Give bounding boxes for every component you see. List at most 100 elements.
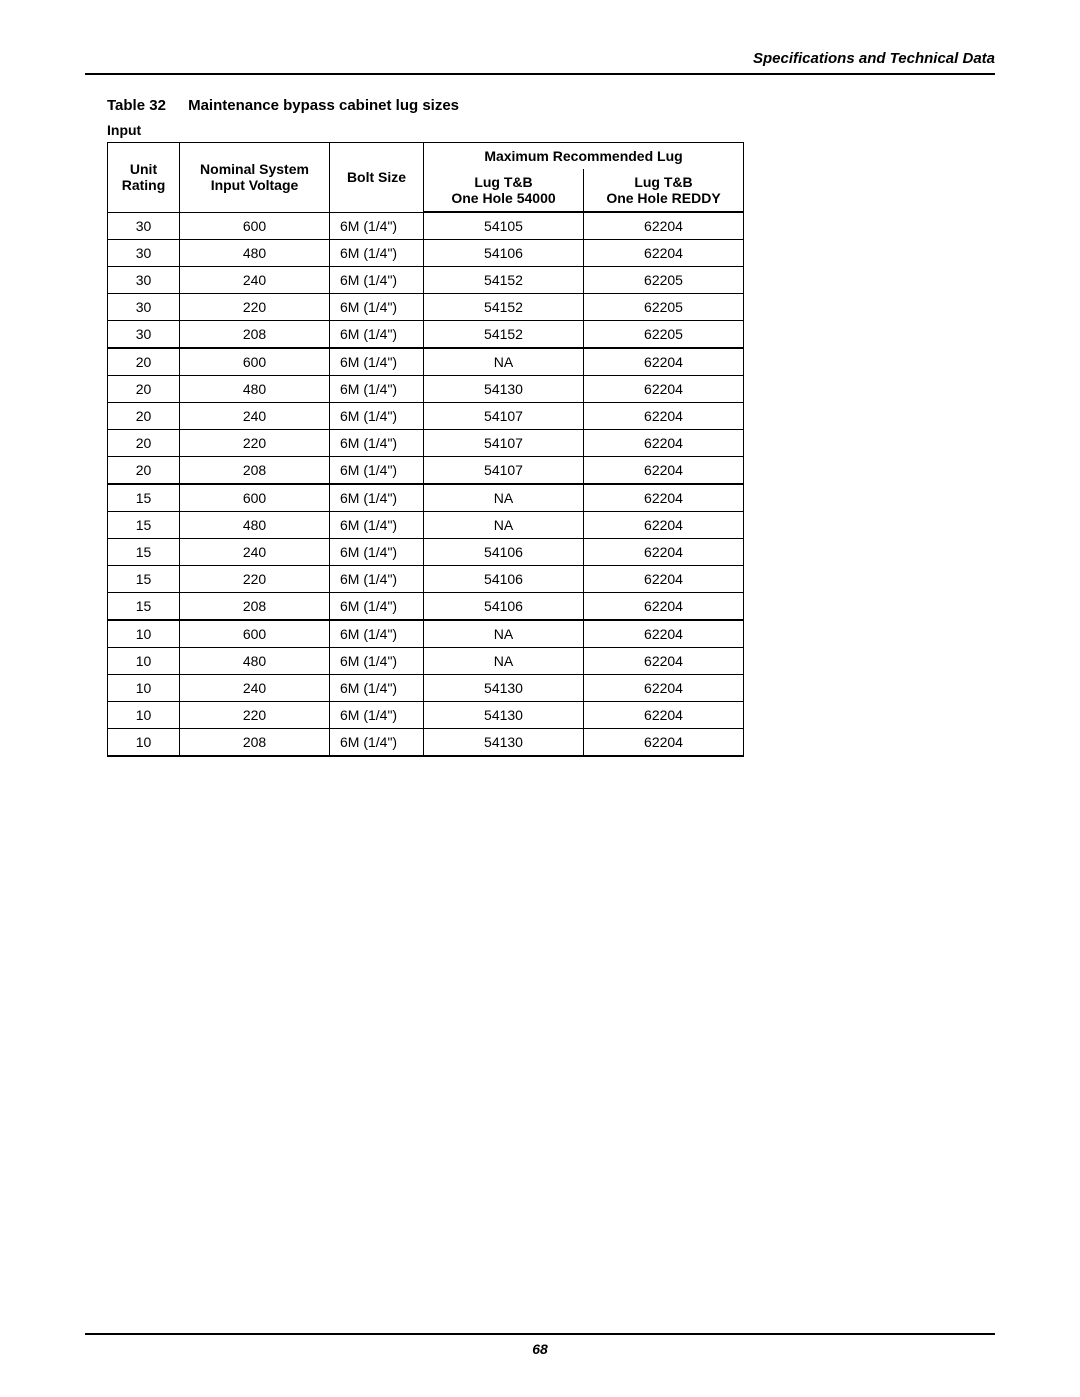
cell-unit-rating: 30 (108, 294, 180, 321)
cell-lug-reddy: 62205 (584, 294, 744, 321)
cell-bolt-size: 6M (1/4") (330, 294, 424, 321)
cell-nominal-voltage: 220 (180, 294, 330, 321)
cell-nominal-voltage: 240 (180, 267, 330, 294)
cell-bolt-size: 6M (1/4") (330, 593, 424, 621)
table-title: Maintenance bypass cabinet lug sizes (188, 97, 459, 114)
table-row: 104806M (1/4")NA62204 (108, 648, 744, 675)
cell-lug-reddy: 62204 (584, 675, 744, 702)
cell-nominal-voltage: 208 (180, 593, 330, 621)
cell-nominal-voltage: 480 (180, 512, 330, 539)
cell-unit-rating: 20 (108, 376, 180, 403)
cell-lug-reddy: 62204 (584, 620, 744, 648)
cell-unit-rating: 30 (108, 267, 180, 294)
cell-bolt-size: 6M (1/4") (330, 321, 424, 349)
cell-unit-rating: 10 (108, 702, 180, 729)
cell-bolt-size: 6M (1/4") (330, 212, 424, 240)
cell-lug-54000: 54152 (424, 321, 584, 349)
cell-nominal-voltage: 220 (180, 566, 330, 593)
table-row: 302406M (1/4")5415262205 (108, 267, 744, 294)
col-label: Unit (130, 161, 157, 177)
cell-nominal-voltage: 240 (180, 675, 330, 702)
cell-lug-54000: 54107 (424, 430, 584, 457)
cell-bolt-size: 6M (1/4") (330, 267, 424, 294)
table-row: 202086M (1/4")5410762204 (108, 457, 744, 485)
cell-lug-54000: 54107 (424, 457, 584, 485)
col-label: Rating (122, 177, 166, 193)
cell-lug-reddy: 62204 (584, 484, 744, 512)
table-row: 152206M (1/4")5410662204 (108, 566, 744, 593)
table-row: 302206M (1/4")5415262205 (108, 294, 744, 321)
cell-bolt-size: 6M (1/4") (330, 702, 424, 729)
cell-nominal-voltage: 600 (180, 348, 330, 376)
cell-lug-reddy: 62205 (584, 321, 744, 349)
cell-unit-rating: 30 (108, 321, 180, 349)
cell-lug-54000: NA (424, 648, 584, 675)
cell-lug-54000: 54106 (424, 539, 584, 566)
col-unit-rating: Unit Rating (108, 143, 180, 213)
cell-lug-reddy: 62204 (584, 593, 744, 621)
cell-lug-54000: 54105 (424, 212, 584, 240)
cell-bolt-size: 6M (1/4") (330, 484, 424, 512)
col-label: Bolt Size (347, 169, 406, 185)
cell-lug-54000: NA (424, 484, 584, 512)
lug-sizes-table: Unit Rating Nominal System Input Voltage… (107, 142, 744, 757)
cell-bolt-size: 6M (1/4") (330, 457, 424, 485)
cell-lug-54000: 54106 (424, 593, 584, 621)
col-label: One Hole 54000 (451, 190, 555, 206)
cell-unit-rating: 20 (108, 348, 180, 376)
cell-lug-reddy: 62204 (584, 457, 744, 485)
cell-nominal-voltage: 208 (180, 457, 330, 485)
table-row: 306006M (1/4")5410562204 (108, 212, 744, 240)
cell-unit-rating: 10 (108, 648, 180, 675)
cell-bolt-size: 6M (1/4") (330, 430, 424, 457)
cell-unit-rating: 15 (108, 484, 180, 512)
cell-lug-reddy: 62204 (584, 348, 744, 376)
cell-unit-rating: 20 (108, 457, 180, 485)
col-label: Input Voltage (211, 177, 299, 193)
table-row: 154806M (1/4")NA62204 (108, 512, 744, 539)
cell-lug-reddy: 62204 (584, 212, 744, 240)
cell-unit-rating: 15 (108, 593, 180, 621)
cell-nominal-voltage: 208 (180, 321, 330, 349)
cell-lug-54000: 54106 (424, 240, 584, 267)
cell-lug-54000: NA (424, 620, 584, 648)
table-number: Table 32 (107, 97, 166, 114)
table-row: 102406M (1/4")5413062204 (108, 675, 744, 702)
cell-lug-reddy: 62204 (584, 648, 744, 675)
cell-lug-reddy: 62204 (584, 512, 744, 539)
section-header: Specifications and Technical Data (85, 50, 995, 75)
col-label: Lug T&B (634, 174, 692, 190)
col-lug-54000: Lug T&B One Hole 54000 (424, 169, 584, 212)
table-row: 102086M (1/4")5413062204 (108, 729, 744, 757)
cell-unit-rating: 30 (108, 240, 180, 267)
cell-lug-reddy: 62204 (584, 240, 744, 267)
cell-lug-reddy: 62204 (584, 403, 744, 430)
cell-lug-reddy: 62204 (584, 376, 744, 403)
cell-nominal-voltage: 220 (180, 430, 330, 457)
table-row: 152406M (1/4")5410662204 (108, 539, 744, 566)
col-lug-reddy: Lug T&B One Hole REDDY (584, 169, 744, 212)
col-label: Lug T&B (474, 174, 532, 190)
table-row: 204806M (1/4")5413062204 (108, 376, 744, 403)
table-row: 106006M (1/4")NA62204 (108, 620, 744, 648)
cell-lug-54000: 54130 (424, 675, 584, 702)
col-nominal-voltage: Nominal System Input Voltage (180, 143, 330, 213)
cell-nominal-voltage: 600 (180, 212, 330, 240)
cell-bolt-size: 6M (1/4") (330, 620, 424, 648)
cell-unit-rating: 10 (108, 675, 180, 702)
cell-lug-54000: 54130 (424, 702, 584, 729)
table-row: 304806M (1/4")5410662204 (108, 240, 744, 267)
cell-unit-rating: 15 (108, 539, 180, 566)
cell-lug-54000: NA (424, 348, 584, 376)
cell-nominal-voltage: 220 (180, 702, 330, 729)
cell-bolt-size: 6M (1/4") (330, 675, 424, 702)
cell-unit-rating: 20 (108, 430, 180, 457)
cell-nominal-voltage: 480 (180, 648, 330, 675)
cell-lug-54000: 54130 (424, 376, 584, 403)
cell-bolt-size: 6M (1/4") (330, 566, 424, 593)
cell-lug-reddy: 62204 (584, 702, 744, 729)
cell-lug-54000: NA (424, 512, 584, 539)
cell-nominal-voltage: 208 (180, 729, 330, 757)
table-head: Unit Rating Nominal System Input Voltage… (108, 143, 744, 213)
cell-lug-reddy: 62205 (584, 267, 744, 294)
